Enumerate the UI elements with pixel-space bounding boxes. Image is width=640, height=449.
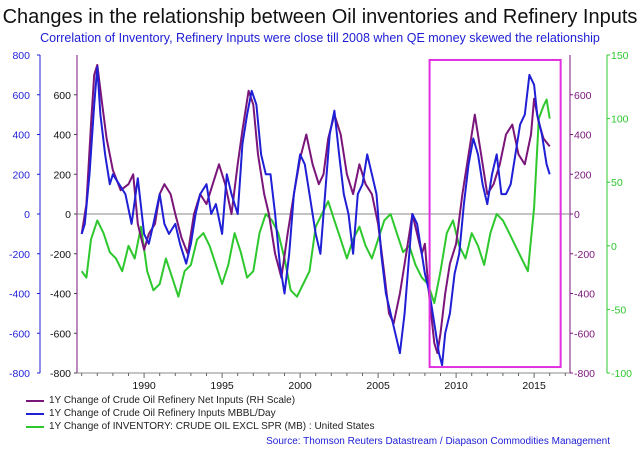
inner-left-axis-tick-label: -400 [50,289,71,301]
left-axis-tick-label: 600 [12,90,30,102]
right-axis-tick-label: -100 [611,368,632,380]
left-axis-tick-label: 800 [12,50,30,62]
left-axis-tick-label: 200 [12,169,30,181]
chart-legend: 1Y Change of Crude Oil Refinery Net Inpu… [26,394,375,433]
left-axis-tick-label: -800 [9,368,30,380]
legend-swatch-purple [26,399,44,402]
inner-left-axis-tick-label: 0 [65,209,71,221]
mid-right-axis-tick-label: -200 [574,249,595,261]
legend-item-crude-inventory: 1Y Change of INVENTORY: CRUDE OIL EXCL S… [26,420,375,433]
legend-swatch-blue [26,412,44,415]
legend-label: 1Y Change of INVENTORY: CRUDE OIL EXCL S… [49,421,375,432]
inner-left-axis-tick-label: -800 [50,368,71,380]
mid-right-axis-tick-label: 0 [574,209,580,221]
mid-right-axis-tick-label: 400 [574,130,592,142]
legend-item-refinery-net-inputs: 1Y Change of Crude Oil Refinery Net Inpu… [26,394,375,407]
legend-label: 1Y Change of Crude Oil Refinery Net Inpu… [49,395,296,406]
series-line-purple [80,63,551,355]
series-line-green [80,98,551,304]
chart-title: Changes in the relationship between Oil … [2,6,638,28]
left-axis-tick-label: -400 [9,289,30,301]
right-axis-tick-label: -50 [611,304,626,316]
mid-right-axis-tick-label: -600 [574,328,595,340]
source-note: Source: Thomson Reuters Datastream / Dia… [266,436,610,447]
right-axis-tick-label: 100 [611,114,629,126]
inner-left-axis-tick-label: 200 [53,169,71,181]
series-line-blue [80,65,551,367]
x-axis-tick-label: 2015 [522,380,546,392]
x-axis-tick-label: 2000 [288,380,312,392]
inner-left-axis-tick-label: -200 [50,249,71,261]
legend-swatch-green [26,425,44,428]
legend-label: 1Y Change of Crude Oil Refinery Inputs M… [49,408,276,419]
inner-left-axis-tick-label: 400 [53,130,71,142]
mid-right-axis-tick-label: 600 [574,90,592,102]
left-axis-tick-label: -200 [9,249,30,261]
right-axis-tick-label: 50 [611,177,623,189]
x-axis-tick-label: 2010 [444,380,468,392]
mid-right-axis-tick-label: -400 [574,289,595,301]
inner-left-axis-tick-label: -600 [50,328,71,340]
legend-item-refinery-inputs: 1Y Change of Crude Oil Refinery Inputs M… [26,407,375,420]
right-axis-tick-label: 0 [611,241,617,253]
left-axis-tick-label: 0 [24,209,30,221]
left-axis-tick-label: 400 [12,130,30,142]
x-axis-tick-label: 2005 [366,380,390,392]
mid-right-axis-tick-label: -800 [574,368,595,380]
inner-left-axis-tick-label: 600 [53,90,71,102]
left-axis-tick-label: -600 [9,328,30,340]
right-axis-tick-label: 150 [611,50,629,62]
x-axis-tick-label: 1990 [132,380,156,392]
chart-subtitle: Correlation of Inventory, Refinery Input… [40,31,600,45]
highlight-box [428,58,562,369]
mid-right-axis-tick-label: 200 [574,169,592,181]
x-axis-tick-label: 1995 [210,380,234,392]
